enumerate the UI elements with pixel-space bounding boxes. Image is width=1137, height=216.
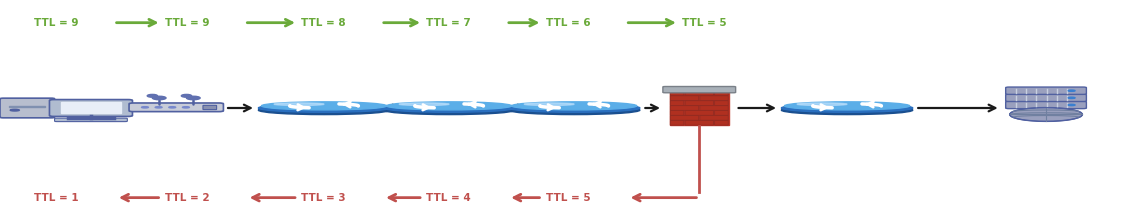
Bar [60,102,122,113]
Ellipse shape [399,103,449,105]
FancyBboxPatch shape [715,101,729,105]
Circle shape [183,107,190,108]
FancyBboxPatch shape [684,91,714,95]
FancyBboxPatch shape [1006,94,1087,102]
Ellipse shape [785,102,910,110]
Ellipse shape [258,104,390,112]
FancyBboxPatch shape [130,103,223,112]
Text: TTL = 9: TTL = 9 [165,18,209,28]
Circle shape [1068,90,1076,91]
FancyBboxPatch shape [671,96,698,100]
Ellipse shape [186,96,200,100]
Bar [9,106,45,107]
FancyBboxPatch shape [1006,101,1087,109]
Ellipse shape [383,104,515,112]
FancyBboxPatch shape [671,106,698,110]
FancyBboxPatch shape [684,111,714,115]
FancyBboxPatch shape [663,86,736,93]
Text: TTL = 7: TTL = 7 [426,18,471,28]
Text: TTL = 5: TTL = 5 [546,193,590,203]
FancyBboxPatch shape [671,121,684,125]
Circle shape [141,107,148,108]
FancyBboxPatch shape [700,116,729,120]
FancyBboxPatch shape [1006,87,1087,94]
FancyBboxPatch shape [671,101,684,105]
Text: TTL = 4: TTL = 4 [426,193,471,203]
Text: TTL = 5: TTL = 5 [682,18,727,28]
Circle shape [1010,108,1082,121]
Ellipse shape [524,103,574,105]
Circle shape [1068,97,1076,98]
Ellipse shape [797,103,847,105]
Ellipse shape [262,102,387,110]
FancyBboxPatch shape [715,121,729,125]
Text: TTL = 9: TTL = 9 [34,18,78,28]
Ellipse shape [182,94,191,97]
FancyBboxPatch shape [684,121,714,125]
Ellipse shape [781,104,913,112]
FancyBboxPatch shape [671,116,698,120]
FancyBboxPatch shape [684,101,714,105]
Ellipse shape [383,106,515,115]
Ellipse shape [258,106,390,115]
FancyBboxPatch shape [700,96,729,100]
Ellipse shape [387,102,512,110]
Text: TTL = 1: TTL = 1 [34,193,78,203]
Ellipse shape [508,106,640,115]
Text: TTL = 8: TTL = 8 [301,18,346,28]
Ellipse shape [508,104,640,112]
Circle shape [1068,104,1076,106]
Circle shape [10,109,19,111]
Text: TTL = 6: TTL = 6 [546,18,590,28]
Circle shape [155,107,163,108]
Text: TTL = 3: TTL = 3 [301,193,346,203]
FancyBboxPatch shape [715,91,729,95]
FancyBboxPatch shape [55,118,127,122]
FancyBboxPatch shape [50,100,132,116]
FancyBboxPatch shape [671,111,684,115]
FancyBboxPatch shape [0,98,55,118]
FancyBboxPatch shape [671,91,684,95]
Ellipse shape [781,106,913,115]
FancyBboxPatch shape [202,105,216,110]
Circle shape [168,107,176,108]
Text: TTL = 2: TTL = 2 [165,193,209,203]
Ellipse shape [274,103,324,105]
Bar [670,91,729,125]
FancyBboxPatch shape [715,111,729,115]
Ellipse shape [512,102,637,110]
Ellipse shape [152,96,166,100]
Ellipse shape [148,94,157,97]
FancyBboxPatch shape [700,106,729,110]
